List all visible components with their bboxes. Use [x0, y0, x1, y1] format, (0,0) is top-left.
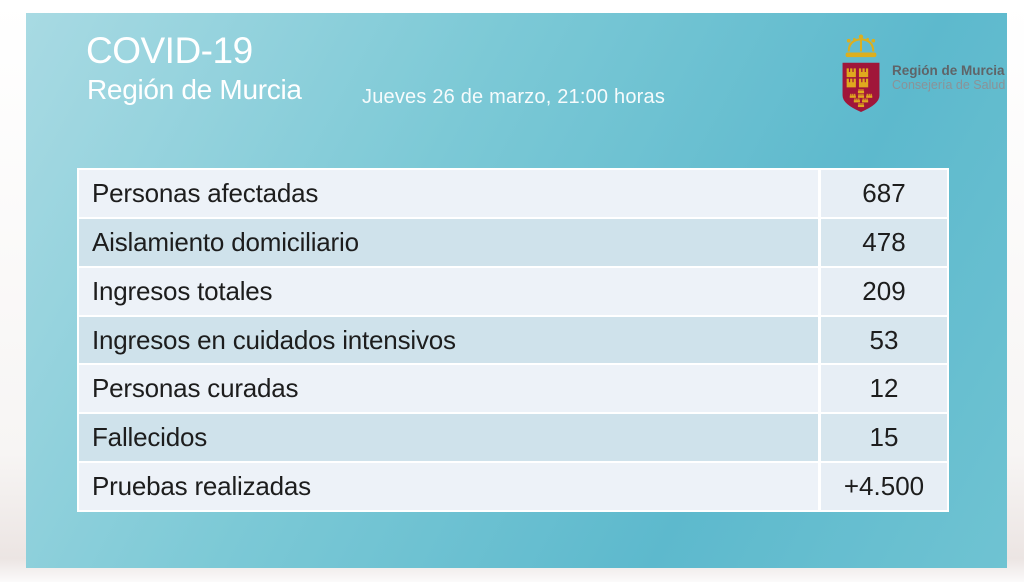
murcia-logo: Región de Murcia Consejería de Salud: [839, 32, 1005, 114]
logo-text: Región de Murcia Consejería de Salud: [892, 63, 1006, 92]
row-label: Aislamiento domiciliario: [79, 218, 818, 266]
table-row: Aislamiento domiciliario 478: [79, 218, 947, 266]
report-datetime: Jueves 26 de marzo, 21:00 horas: [362, 86, 666, 108]
row-value: 53: [818, 316, 947, 364]
page-title: COVID-19: [86, 30, 253, 71]
murcia-coat-of-arms-icon: [842, 34, 880, 112]
row-value: 15: [818, 414, 947, 462]
row-value: 209: [818, 267, 947, 315]
page-subtitle: Región de Murcia: [87, 74, 302, 105]
row-label: Personas curadas: [79, 365, 818, 413]
table-row: Ingresos totales 209: [79, 267, 947, 315]
row-label: Ingresos en cuidados intensivos: [79, 316, 818, 364]
row-value: 687: [818, 170, 947, 217]
row-value: +4.500: [818, 463, 947, 511]
row-label: Personas afectadas: [79, 170, 818, 217]
royal-crown-icon: [847, 38, 875, 52]
row-label: Ingresos totales: [79, 267, 818, 315]
table-row: Ingresos en cuidados intensivos 53: [79, 316, 947, 364]
logo-dept-name: Consejería de Salud: [892, 77, 1006, 92]
slide-card: COVID-19 Región de Murcia Jueves 26 de m…: [26, 13, 1007, 568]
row-value: 478: [818, 218, 947, 266]
row-value: 12: [818, 365, 947, 413]
logo-org-name: Región de Murcia: [892, 63, 1005, 78]
stats-table: Personas afectadas 687 Aislamiento domicil…: [77, 168, 949, 512]
table-row: Personas curadas 12: [79, 365, 947, 413]
table-row: Pruebas realizadas +4.500: [79, 463, 947, 511]
table-row: Personas afectadas 687: [79, 170, 947, 217]
row-label: Fallecidos: [79, 414, 818, 462]
row-label: Pruebas realizadas: [79, 463, 818, 511]
table-row: Fallecidos 15: [79, 414, 947, 462]
